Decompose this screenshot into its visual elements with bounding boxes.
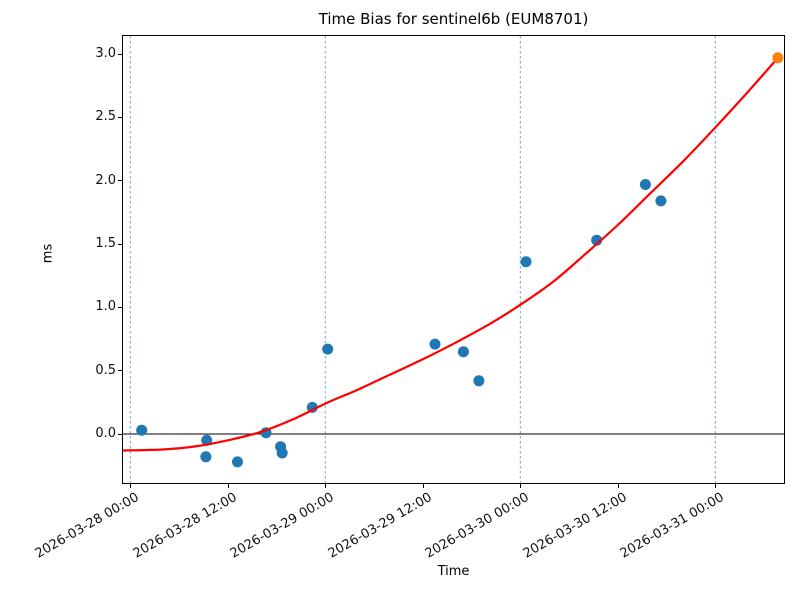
data-point <box>200 451 212 463</box>
y-tick-label: 3.0 <box>95 46 116 61</box>
x-tick-label: 2026-03-29 00:00 <box>227 490 337 562</box>
x-tick-label: 2026-03-30 12:00 <box>520 490 630 562</box>
data-point <box>232 456 243 468</box>
x-axis-label: Time <box>437 564 470 579</box>
y-tick-mark <box>118 180 122 182</box>
data-point <box>276 447 288 459</box>
y-tick-mark <box>118 306 122 308</box>
y-tick-label: 0.5 <box>95 362 116 378</box>
y-tick-mark <box>118 243 122 245</box>
y-tick-label: 2.5 <box>95 109 116 125</box>
data-point <box>473 375 485 387</box>
plot-area <box>122 35 785 484</box>
x-tick-mark <box>617 484 619 488</box>
y-tick-mark <box>118 370 122 372</box>
x-tick-label: 2026-03-28 00:00 <box>32 490 142 562</box>
x-tick-mark <box>422 484 424 488</box>
x-tick-mark <box>130 484 132 488</box>
data-point <box>322 343 334 355</box>
y-tick-mark <box>118 53 122 55</box>
x-tick-label: 2026-03-29 12:00 <box>325 490 435 562</box>
y-tick-label: 1.5 <box>95 236 116 251</box>
y-tick-mark <box>118 433 122 435</box>
x-tick-mark <box>227 484 229 488</box>
y-tick-mark <box>118 116 122 118</box>
x-tick-label: 2026-03-30 00:00 <box>422 490 532 562</box>
x-tick-label: 2026-03-31 00:00 <box>617 490 727 562</box>
plot-canvas <box>123 36 784 483</box>
y-tick-label: 1.0 <box>95 299 116 315</box>
data-point <box>520 256 532 268</box>
data-point <box>429 338 441 350</box>
x-tick-mark <box>325 484 327 488</box>
data-point <box>655 195 667 207</box>
x-tick-label: 2026-03-28 12:00 <box>130 490 240 562</box>
y-axis-label: ms <box>40 243 56 264</box>
chart-title: Time Bias for sentinel6b (EUM8701) <box>318 10 589 28</box>
data-point <box>639 179 651 190</box>
y-tick-label: 0.0 <box>95 426 116 441</box>
latest-data-point <box>772 52 784 64</box>
fit-curve-line <box>123 57 779 452</box>
x-tick-mark <box>715 484 717 488</box>
x-tick-mark <box>520 484 522 488</box>
y-tick-label: 2.0 <box>95 172 116 188</box>
data-point <box>457 346 469 358</box>
data-point <box>136 424 148 436</box>
